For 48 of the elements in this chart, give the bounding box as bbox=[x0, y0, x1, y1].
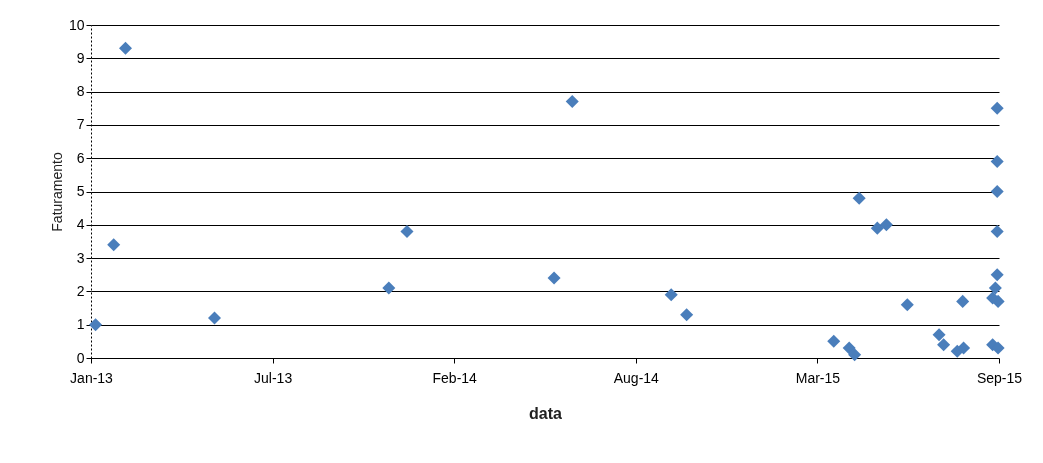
point bbox=[565, 95, 579, 109]
point bbox=[990, 155, 1004, 169]
point bbox=[842, 341, 856, 355]
y-tick-label: 3 bbox=[76, 249, 85, 266]
point bbox=[879, 218, 893, 232]
x-axis-title: data bbox=[529, 404, 563, 422]
point bbox=[664, 288, 678, 302]
y-tick-label: 4 bbox=[76, 216, 85, 233]
point bbox=[107, 238, 121, 252]
y-tick-label: 7 bbox=[76, 116, 85, 133]
point bbox=[680, 308, 694, 322]
point bbox=[89, 318, 103, 332]
point bbox=[382, 281, 396, 295]
point bbox=[956, 294, 970, 308]
x-tick-label: Mar-15 bbox=[795, 369, 841, 386]
point bbox=[870, 221, 884, 235]
x-tick-label: Sep-15 bbox=[976, 369, 1023, 386]
point bbox=[991, 294, 1005, 308]
point bbox=[118, 41, 133, 55]
point bbox=[900, 298, 914, 312]
point bbox=[547, 271, 561, 285]
x-tick-label: Jan-13 bbox=[70, 369, 114, 386]
point bbox=[990, 268, 1004, 282]
y-tick-label: 5 bbox=[76, 183, 85, 199]
y-axis-title: Faturamento bbox=[48, 152, 65, 232]
point bbox=[990, 184, 1004, 199]
point bbox=[400, 224, 414, 238]
y-tick-label: 9 bbox=[76, 49, 85, 66]
y-tick-label: 1 bbox=[76, 316, 85, 333]
y-tick-label: 10 bbox=[68, 16, 85, 33]
x-tick-label: Jul-13 bbox=[254, 369, 293, 386]
point bbox=[937, 338, 951, 352]
x-tick-label: Aug-14 bbox=[613, 369, 660, 386]
point bbox=[991, 341, 1005, 355]
y-tick-label: 6 bbox=[76, 149, 85, 166]
point bbox=[988, 281, 1002, 295]
point bbox=[990, 101, 1004, 115]
point bbox=[827, 334, 841, 348]
point bbox=[932, 328, 946, 342]
y-tick-label: 2 bbox=[76, 282, 85, 299]
point bbox=[848, 348, 862, 362]
point bbox=[852, 191, 866, 205]
y-tick-label: 0 bbox=[76, 349, 85, 366]
x-tick-label: Feb-14 bbox=[432, 369, 478, 386]
point bbox=[990, 224, 1004, 238]
point bbox=[957, 341, 971, 355]
point bbox=[207, 311, 222, 325]
y-tick-label: 8 bbox=[76, 83, 85, 100]
